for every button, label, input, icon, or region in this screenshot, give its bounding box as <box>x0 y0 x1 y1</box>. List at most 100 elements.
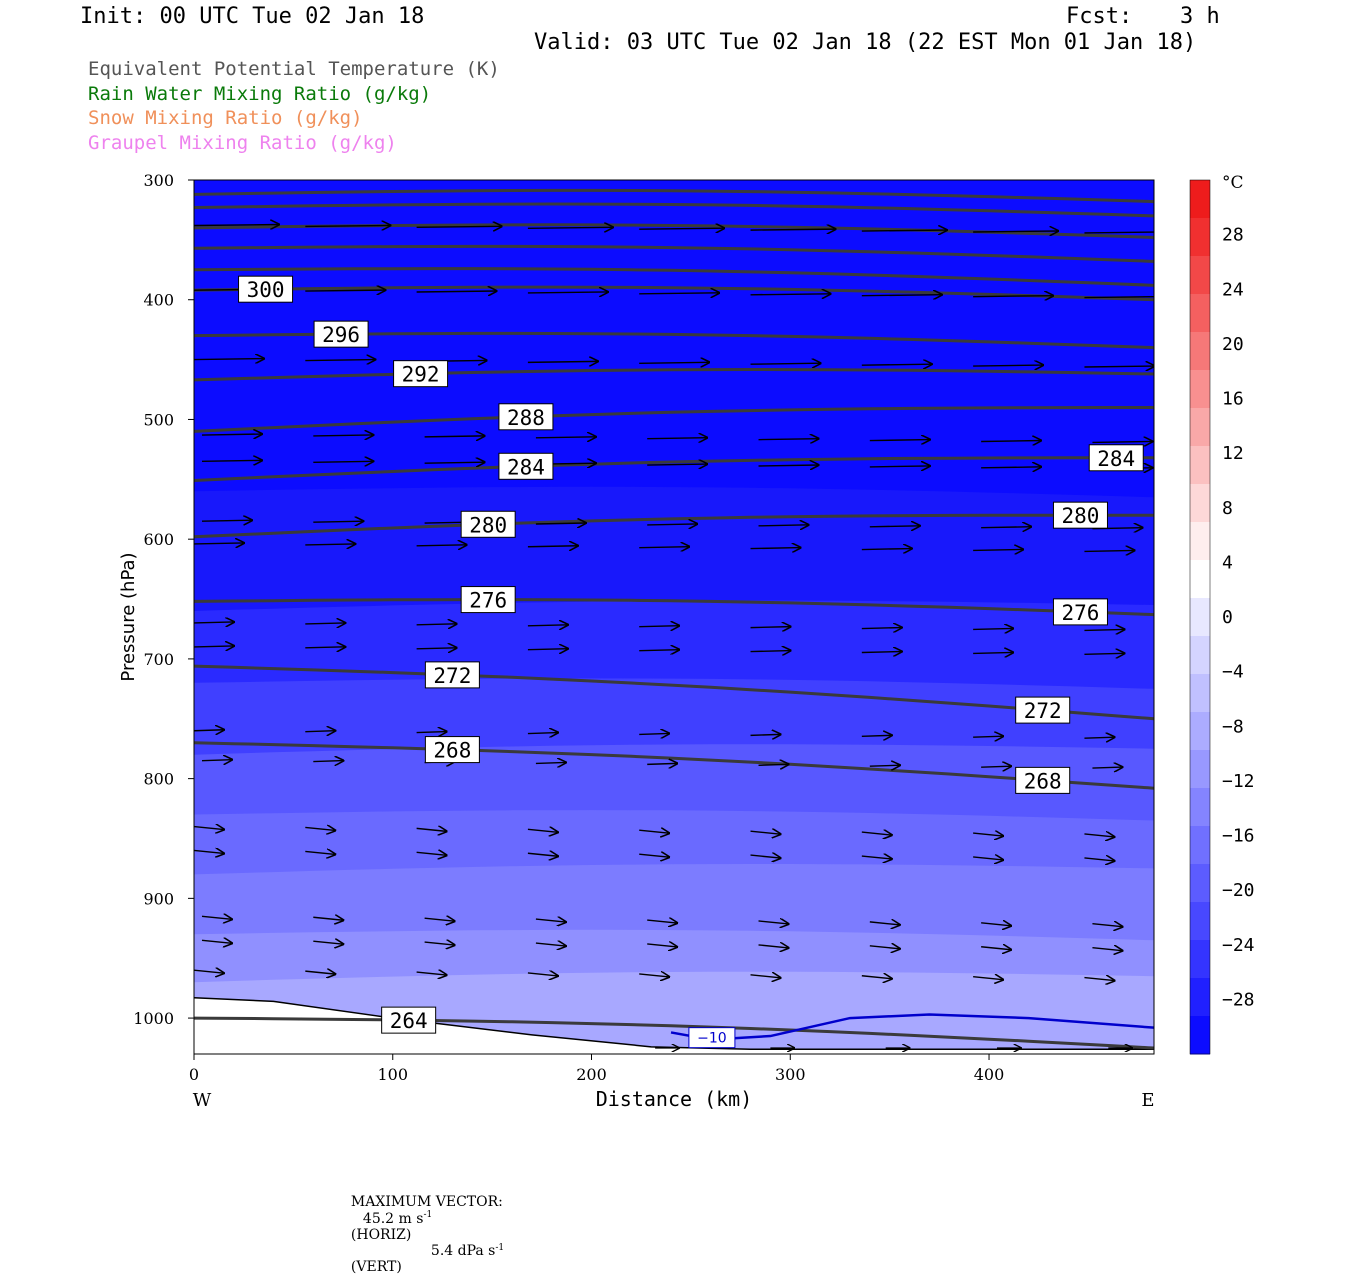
colorbar-swatch <box>1190 978 1210 1017</box>
wind-arrow <box>313 521 363 522</box>
wind-arrow <box>973 231 1058 232</box>
wind-arrow <box>973 652 1013 653</box>
colorbar-swatch <box>1190 218 1210 257</box>
wind-arrow <box>1084 737 1114 738</box>
contour-label-280: 280 <box>469 513 507 537</box>
contour-label-300: 300 <box>247 278 285 302</box>
temperature-shading <box>194 180 1154 1054</box>
colorbar-swatch <box>1190 408 1210 447</box>
wind-arrow <box>973 857 1003 860</box>
wind-arrow <box>981 441 1041 442</box>
wind-arrow <box>861 856 892 859</box>
wind-arrow <box>758 465 819 466</box>
wind-arrow <box>1084 231 1154 234</box>
y-axis-label: Pressure (hPa) <box>118 552 139 681</box>
terrain-surface-line <box>193 996 1154 1050</box>
wind-arrow <box>305 360 375 361</box>
max-vector-label: MAXIMUM VECTOR: <box>350 1194 503 1210</box>
colorbar-swatch <box>1190 332 1210 371</box>
wind-arrow <box>1084 834 1114 837</box>
wind-arrow <box>869 466 930 467</box>
colorbar-swatch <box>1190 294 1210 333</box>
wind-arrow <box>750 548 801 549</box>
colorbar-label: −28 <box>1222 989 1255 1010</box>
wind-arrow <box>527 829 558 832</box>
wind-arrow <box>639 830 669 833</box>
theta-e-line-292 <box>194 367 1154 382</box>
wind-arrow <box>750 294 831 295</box>
theta-e-line-264 <box>194 1016 1154 1050</box>
wind-arrow <box>201 460 262 461</box>
wind-arrow <box>527 227 613 228</box>
colorbar-label: −12 <box>1222 771 1255 792</box>
contour-label-box <box>1052 501 1108 529</box>
wind-arrow <box>313 435 373 436</box>
contour-label-box <box>498 452 554 480</box>
wind-arrow <box>305 544 355 545</box>
contour-label-box <box>1015 696 1071 724</box>
contour-label-276: 276 <box>1061 601 1099 625</box>
theta-e-line-276 <box>194 598 1154 617</box>
wind-arrow <box>194 543 244 544</box>
contour-label-box <box>1052 598 1108 626</box>
wind-arrow <box>1084 629 1124 630</box>
valid-time: Valid: 03 UTC Tue 02 Jan 18 (22 EST Mon … <box>534 30 1197 55</box>
colorbar-swatch <box>1190 864 1210 903</box>
wind-arrow <box>758 439 819 440</box>
wind-arrow <box>639 974 669 977</box>
wind-arrow <box>1084 653 1124 654</box>
colorbar-frame <box>1189 179 1211 1055</box>
wind-arrow <box>535 943 566 946</box>
contour-label-284: 284 <box>1097 447 1135 471</box>
wind-arrow <box>639 362 709 363</box>
wind-arrow <box>861 549 912 550</box>
wind-arrow <box>1084 550 1134 551</box>
theta-e-line-upper <box>194 244 1154 263</box>
contour-label-box <box>1088 444 1144 472</box>
wind-arrow <box>1084 858 1114 861</box>
theta-e-line-284 <box>194 456 1154 482</box>
wind-arrow <box>981 527 1031 528</box>
wind-arrow <box>639 293 719 294</box>
x-tick-label: 200 <box>576 1065 607 1084</box>
terrain-fill <box>193 996 1154 1054</box>
wind-arrow <box>861 364 932 365</box>
wind-arrow <box>647 920 677 923</box>
colorbar-label: 20 <box>1222 334 1244 355</box>
colorbar-label: 4 <box>1222 552 1233 573</box>
theta-e-line-upper <box>194 188 1154 204</box>
wind-arrow <box>981 766 1011 767</box>
wind-arrow <box>981 923 1011 926</box>
contour-label-box <box>460 586 516 614</box>
wind-arrow <box>758 764 789 765</box>
wind-arrow <box>527 649 568 650</box>
colorbar-label: 24 <box>1222 279 1244 300</box>
wind-arrow <box>639 733 669 734</box>
colorbar-label: 12 <box>1222 443 1244 464</box>
colorbar-label: −24 <box>1222 935 1255 956</box>
wind-arrow <box>973 736 1003 737</box>
wind-arrow <box>758 921 789 924</box>
vert-value: 5.4 dPa s <box>430 1243 496 1260</box>
colorbar-label: 16 <box>1222 389 1244 410</box>
wind-arrow <box>535 437 596 438</box>
max-vector-footer: MAXIMUM VECTOR: 45.2 m s-1 (HORIZ) 5.4 d… <box>342 1178 504 1275</box>
colorbar-swatch <box>1190 826 1210 865</box>
legend-rain: Rain Water Mixing Ratio (g/kg) <box>88 83 432 105</box>
wind-arrow <box>313 761 343 762</box>
wind-arrow <box>201 916 232 919</box>
theta-e-line-280 <box>194 513 1154 539</box>
wind-arrow <box>639 650 679 651</box>
colorbar-swatch <box>1190 560 1210 599</box>
wind-arrow <box>194 730 224 731</box>
wind-arrow <box>639 854 669 857</box>
wind-arrow <box>750 734 781 735</box>
contour-label-272: 272 <box>1024 699 1062 723</box>
wind-arrow <box>527 546 578 547</box>
x-end-label-east: E <box>1141 1090 1154 1111</box>
contour-label-box <box>238 275 294 303</box>
colorbar-swatch <box>1190 446 1210 485</box>
temp-contour-label: −10 <box>697 1031 727 1047</box>
colorbar-swatch <box>1190 674 1210 713</box>
wind-arrow <box>973 549 1023 550</box>
